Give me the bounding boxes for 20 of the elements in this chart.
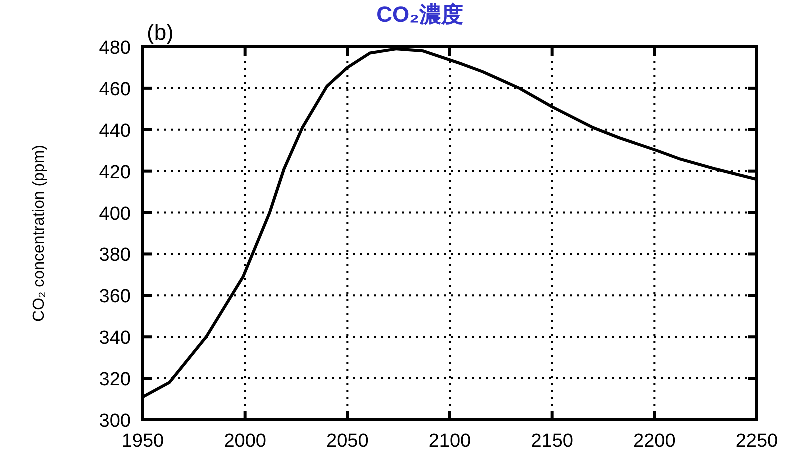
y-tick-label: 460 [99, 79, 131, 100]
y-tick-label: 360 [99, 286, 131, 308]
x-tick-label: 1950 [122, 431, 164, 452]
y-tick-label: 320 [99, 370, 131, 391]
y-tick-label: 480 [99, 38, 131, 59]
y-tick-label: 340 [99, 328, 131, 350]
x-tick-label: 2150 [531, 431, 574, 452]
x-tick-label: 2200 [634, 431, 676, 452]
chart-title: CO₂濃度 [376, 2, 464, 27]
x-tick-label: 2250 [736, 431, 778, 452]
y-tick-label: 300 [99, 411, 131, 432]
y-tick-label: 400 [99, 204, 131, 225]
y-tick-label: 380 [99, 245, 131, 266]
text: (b) [147, 20, 174, 45]
x-tick-label: 2000 [224, 431, 266, 452]
x-tick-label: 2100 [428, 431, 472, 452]
y-tick-label: 420 [99, 162, 131, 184]
y-axis-title: CO₂ concentration (ppm) [31, 145, 48, 322]
y-tick-label: 440 [99, 120, 131, 142]
x-tick-label: 2050 [326, 431, 369, 452]
